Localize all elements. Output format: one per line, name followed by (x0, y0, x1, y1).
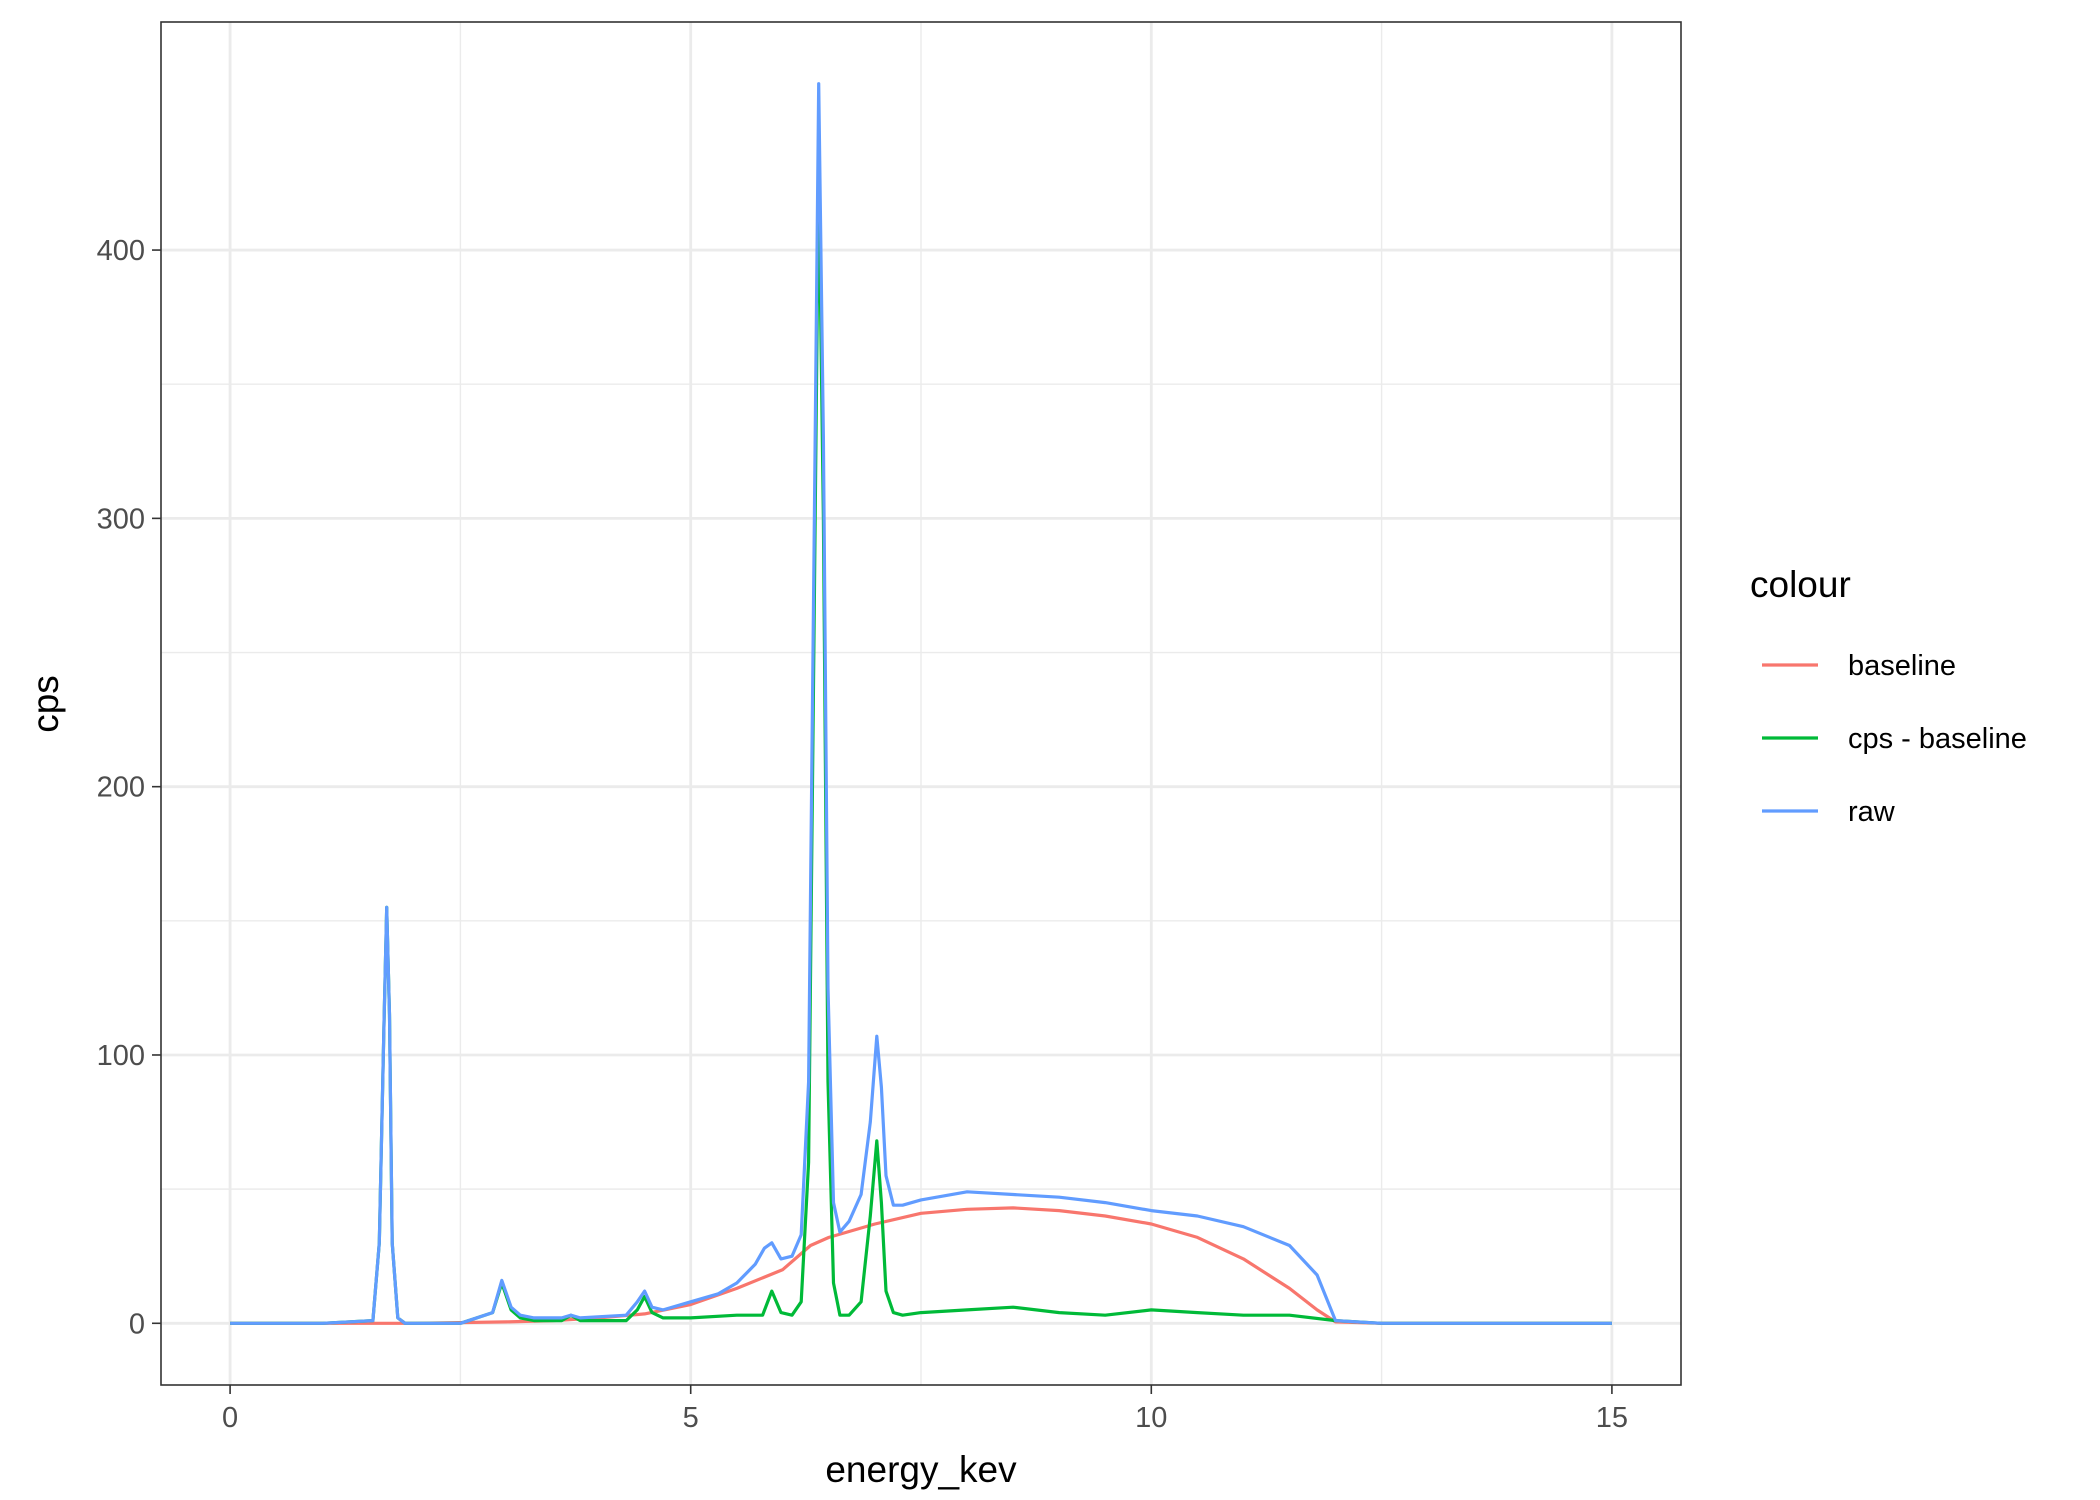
x-tick-label: 0 (222, 1402, 238, 1434)
y-axis-title: cps (25, 675, 66, 733)
x-tick-label: 5 (683, 1402, 699, 1434)
legend-label-2: raw (1848, 796, 1896, 828)
x-tick-labels: 0 5 10 15 (222, 1402, 1628, 1434)
x-tick-label: 15 (1596, 1402, 1628, 1434)
y-tick-label: 0 (129, 1308, 145, 1340)
y-tick-label: 400 (97, 235, 145, 267)
grid-major (161, 22, 1681, 1385)
y-tick-label: 300 (97, 503, 145, 535)
legend-label-1: cps - baseline (1848, 723, 2027, 755)
legend: colour baseline cps - baseline raw (1750, 564, 2027, 828)
plot-border (160, 21, 1682, 1386)
x-axis-title: energy_kev (825, 1449, 1017, 1490)
series-layer (230, 82, 1612, 1325)
legend-label-0: baseline (1848, 650, 1956, 682)
y-tick-labels: 0 100 200 300 400 (97, 235, 145, 1340)
legend-title: colour (1750, 564, 1851, 605)
y-tick-label: 200 (97, 772, 145, 804)
series-line-2 (230, 82, 1612, 1325)
axis-ticks (152, 249, 1613, 1394)
y-tick-label: 100 (97, 1040, 145, 1072)
legend-items: baseline cps - baseline raw (1762, 650, 2027, 828)
x-tick-label: 10 (1135, 1402, 1167, 1434)
